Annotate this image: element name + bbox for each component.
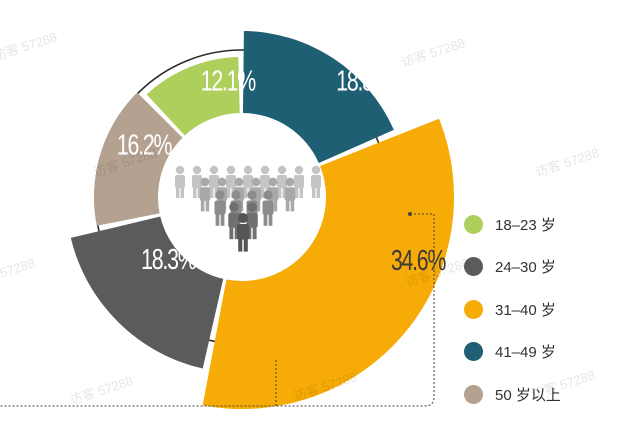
legend-item: 24–30 岁 — [464, 257, 561, 277]
donut-slice — [146, 57, 240, 136]
legend-label: 31–40 岁 — [495, 301, 556, 319]
legend-item: 50 岁以上 — [464, 384, 561, 404]
legend: 18–23 岁 24–30 岁 31–40 岁 41–49 岁 50 岁以上 — [464, 214, 561, 427]
slice-labels: 12.1% 18.8% 34.6% 18.3% 16.2% — [117, 65, 447, 277]
donut-slice — [94, 92, 183, 226]
legend-item: 18–23 岁 — [464, 214, 561, 234]
person-figure — [192, 165, 202, 198]
person-figure — [175, 165, 185, 198]
person-figure — [262, 190, 274, 226]
legend-item: 41–49 岁 — [464, 342, 561, 362]
person-figure — [214, 190, 226, 226]
person-figure — [284, 177, 296, 212]
person-figure — [277, 165, 287, 198]
legend-swatch — [464, 342, 483, 361]
legend-swatch — [464, 214, 483, 234]
donut-slice — [70, 216, 224, 369]
person-figure — [294, 165, 304, 198]
connector-line — [0, 212, 435, 407]
people-crowd-icon — [175, 165, 321, 252]
connector-dot — [408, 212, 412, 216]
donut-slice — [202, 118, 454, 410]
connector-path — [0, 213, 435, 407]
legend-swatch — [464, 384, 483, 404]
legend-swatch — [464, 257, 483, 276]
slice-value-label: 18.3% — [141, 244, 196, 276]
legend-swatch — [464, 299, 483, 319]
person-figure — [228, 202, 240, 240]
legend-label: 24–30 岁 — [495, 259, 556, 276]
legend-label: 18–23 岁 — [495, 216, 556, 234]
slice-value-label: 12.1% — [201, 65, 256, 97]
legend-label: 50 岁以上 — [495, 386, 561, 404]
legend-item: 31–40 岁 — [464, 299, 561, 319]
legend-label: 41–49 岁 — [495, 344, 556, 361]
person-figure — [199, 177, 211, 212]
slice-value-label: 18.8% — [336, 65, 391, 97]
person-figure — [246, 202, 258, 240]
person-figure — [237, 212, 249, 252]
slice-value-label: 34.6% — [391, 245, 446, 277]
slice-value-label: 16.2% — [117, 129, 172, 161]
person-figure — [311, 165, 321, 198]
donut-slice — [242, 31, 394, 164]
donut-slices — [70, 31, 454, 410]
